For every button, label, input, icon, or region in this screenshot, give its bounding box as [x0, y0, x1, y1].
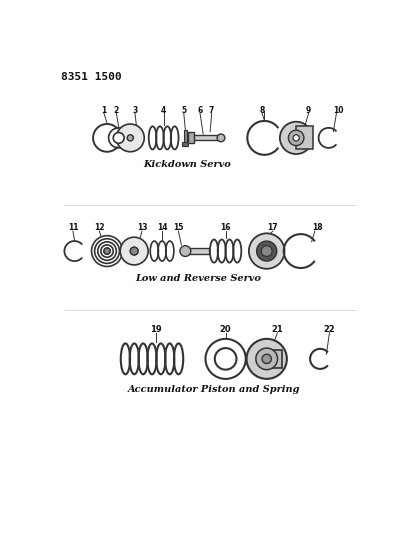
Text: 7: 7: [209, 106, 214, 115]
Text: Kickdown Servo: Kickdown Servo: [143, 159, 230, 168]
Circle shape: [256, 241, 276, 261]
Text: 2: 2: [113, 106, 119, 115]
Text: 14: 14: [157, 223, 167, 232]
Text: 3: 3: [132, 106, 137, 115]
Text: 15: 15: [173, 223, 183, 232]
Bar: [266, 350, 281, 368]
Text: 20: 20: [219, 325, 231, 334]
Circle shape: [113, 133, 124, 143]
Text: 22: 22: [323, 325, 335, 334]
Circle shape: [246, 339, 286, 379]
Text: 19: 19: [150, 325, 161, 334]
Circle shape: [255, 348, 277, 370]
Text: 11: 11: [67, 223, 78, 232]
Bar: [183, 130, 187, 146]
Text: 13: 13: [136, 223, 147, 232]
Circle shape: [130, 247, 138, 255]
Text: 8351 1500: 8351 1500: [61, 72, 121, 83]
Text: Low and Reverse Servo: Low and Reverse Servo: [135, 273, 261, 282]
Circle shape: [261, 246, 272, 256]
Bar: [187, 133, 193, 142]
Circle shape: [130, 247, 138, 255]
Text: 4: 4: [161, 106, 166, 115]
Text: 10: 10: [333, 106, 343, 115]
Circle shape: [128, 135, 132, 140]
Text: 5: 5: [181, 106, 186, 115]
Text: 8: 8: [259, 106, 264, 115]
Circle shape: [288, 130, 303, 146]
Text: 9: 9: [305, 106, 310, 115]
Text: Accumulator Piston and Spring: Accumulator Piston and Spring: [128, 385, 299, 394]
Circle shape: [120, 237, 148, 265]
Bar: [185, 248, 208, 254]
Circle shape: [127, 135, 133, 141]
Text: 16: 16: [220, 223, 230, 232]
Circle shape: [279, 122, 312, 154]
Circle shape: [261, 354, 271, 364]
Text: 21: 21: [271, 325, 283, 334]
Text: 18: 18: [311, 223, 321, 232]
Circle shape: [116, 124, 144, 152]
Circle shape: [180, 246, 190, 256]
Bar: [295, 126, 312, 149]
Circle shape: [104, 248, 110, 254]
Text: 17: 17: [267, 223, 278, 232]
Circle shape: [217, 134, 224, 142]
Text: 1: 1: [101, 106, 106, 115]
Circle shape: [248, 233, 284, 269]
Text: 12: 12: [94, 223, 104, 232]
Bar: [182, 142, 188, 146]
Circle shape: [292, 135, 299, 141]
Circle shape: [214, 348, 236, 370]
Text: 6: 6: [197, 106, 202, 115]
Bar: [189, 135, 220, 140]
